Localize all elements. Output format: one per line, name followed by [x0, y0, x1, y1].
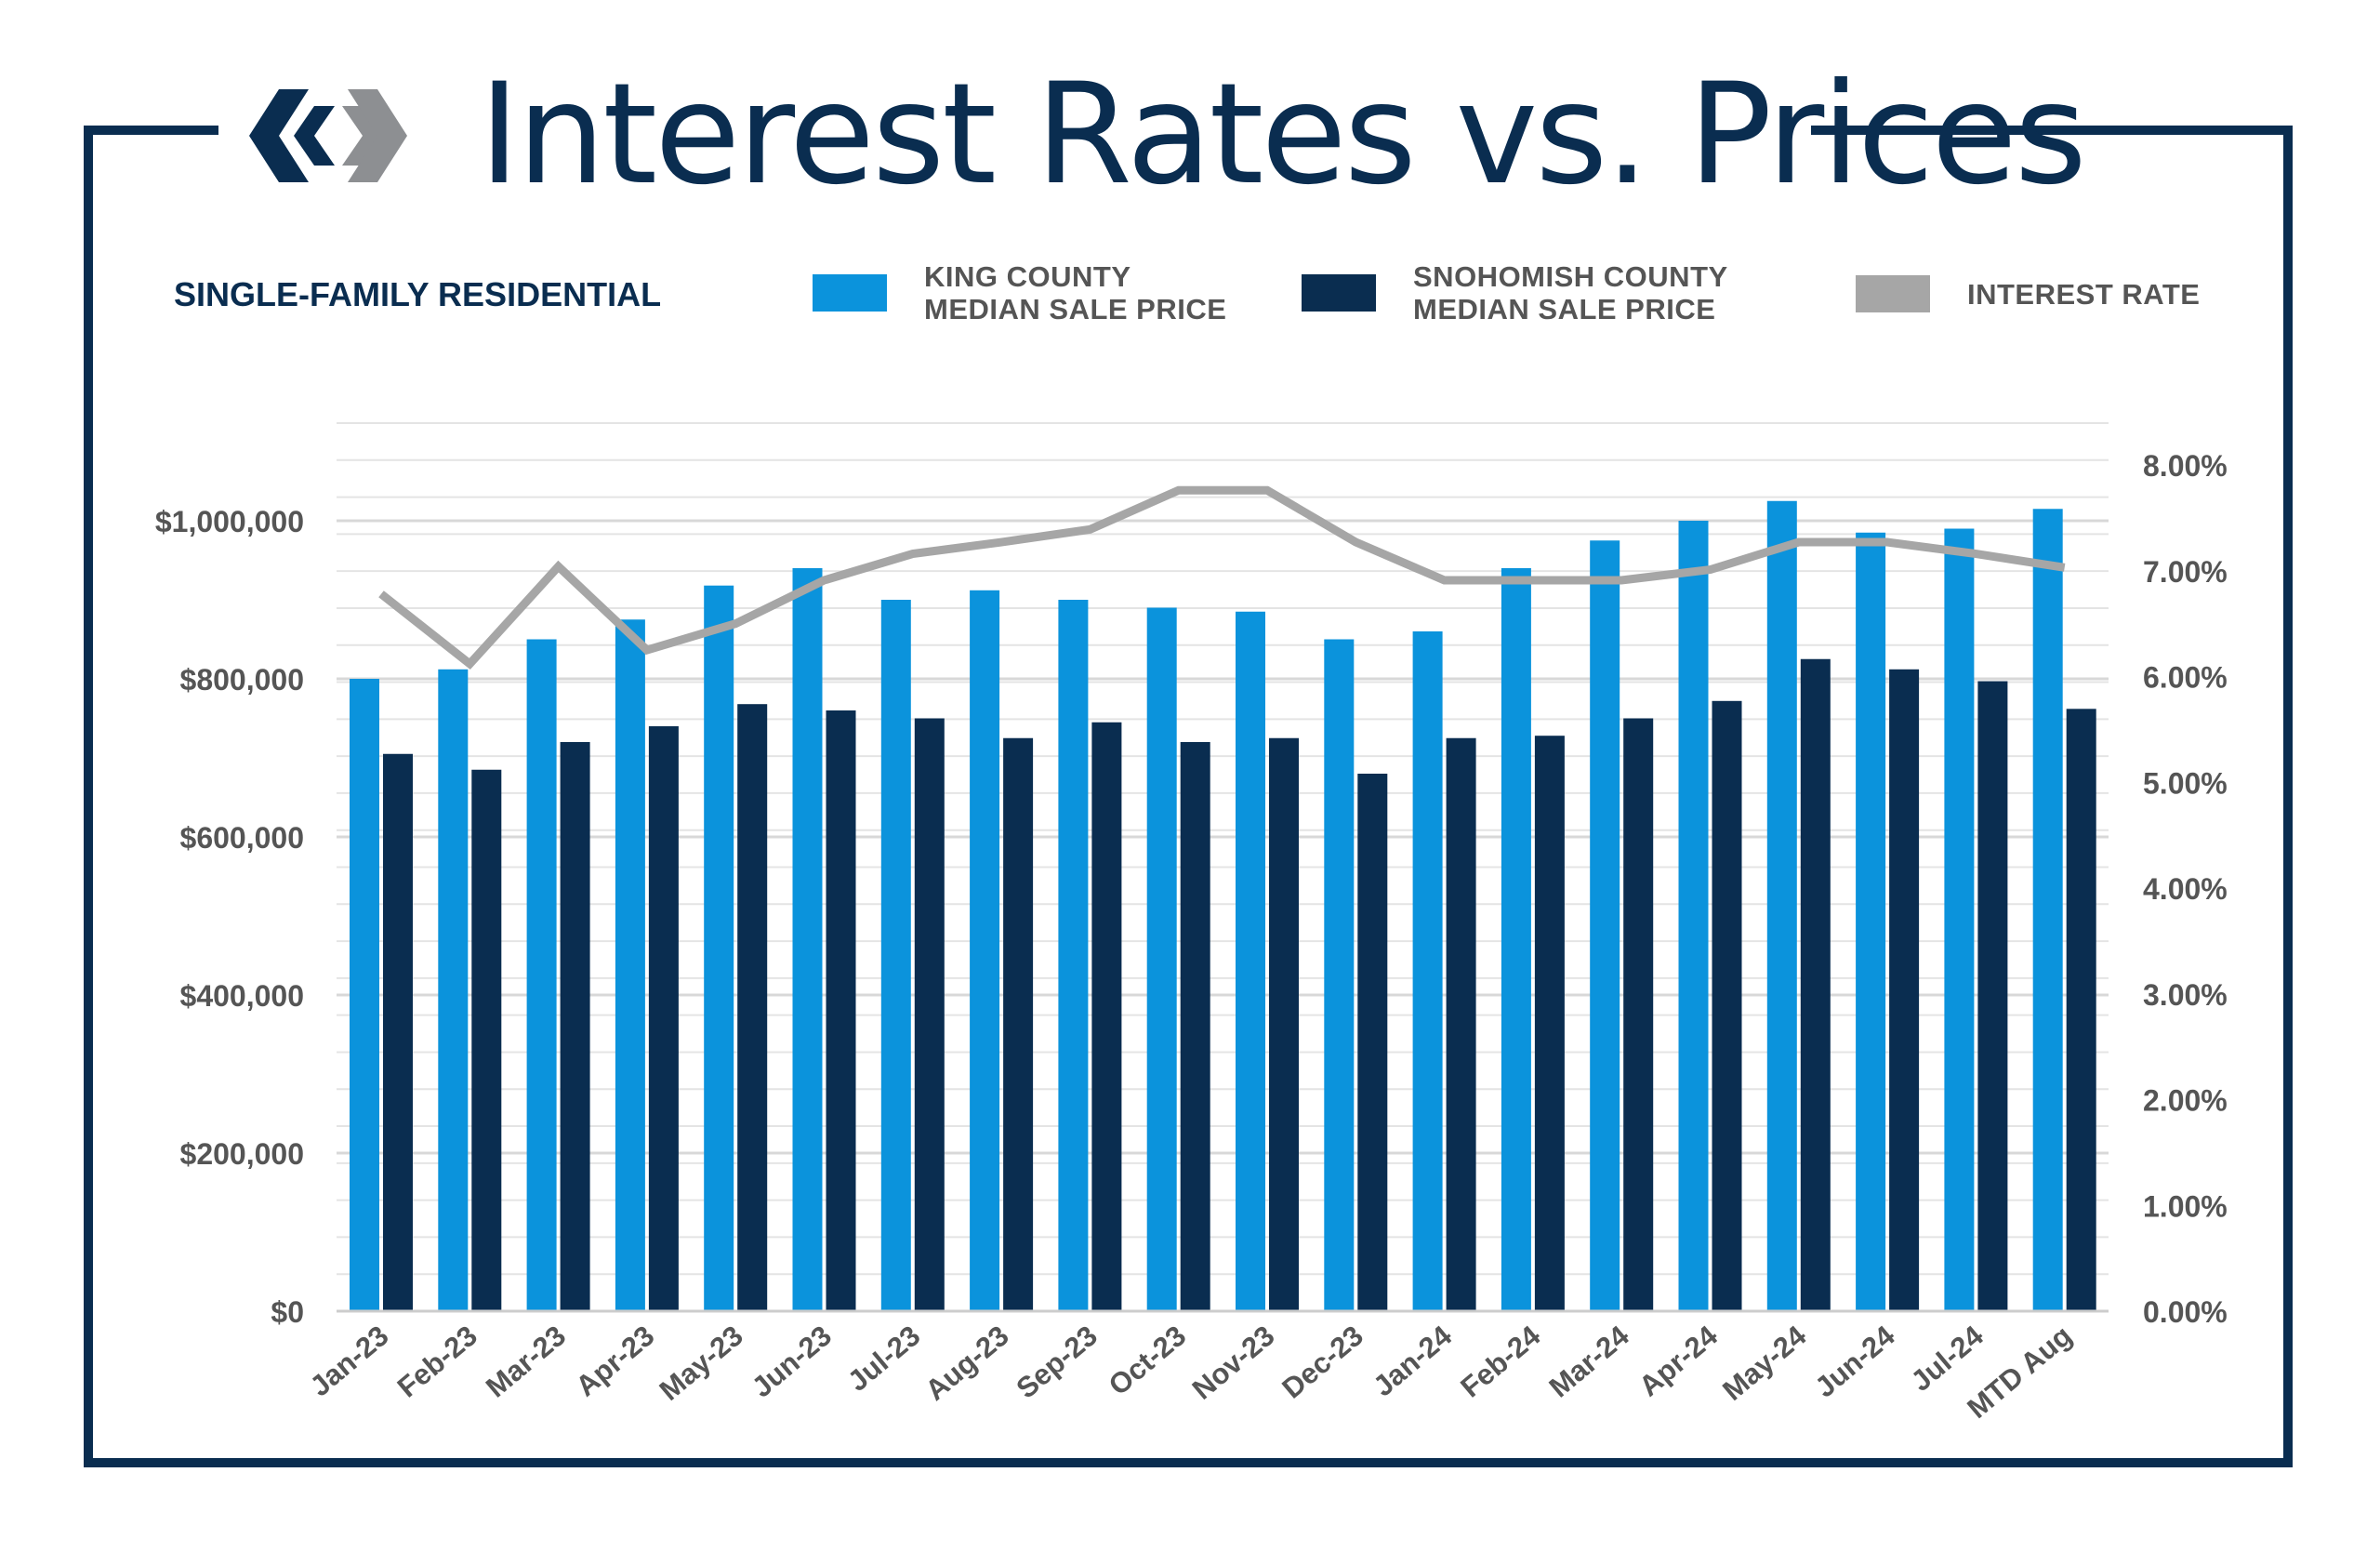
bar-king-county — [615, 619, 645, 1311]
bar-snohomish-county — [1446, 737, 1476, 1311]
interest-rate-line — [378, 485, 2066, 670]
bar-snohomish-county — [1180, 742, 1210, 1311]
bar-snohomish-county — [826, 710, 856, 1311]
y-left-tick-label: $0 — [271, 1295, 304, 1329]
y-right-tick-label: 4.00% — [2143, 872, 2228, 906]
bar-king-county — [526, 639, 557, 1311]
bar-king-county — [1678, 521, 1709, 1311]
bar-snohomish-county — [1623, 718, 1654, 1311]
bar-king-county — [350, 679, 379, 1311]
y-right-tick-label: 2.00% — [2143, 1084, 2228, 1118]
bar-king-county — [1856, 532, 1886, 1311]
y-right-tick-label: 6.00% — [2143, 661, 2228, 695]
bar-king-county — [792, 568, 823, 1311]
bar-king-county — [970, 590, 1000, 1311]
y-right-tick-label: 1.00% — [2143, 1189, 2228, 1223]
legend-swatch-interest — [1856, 275, 1930, 312]
page-title: Interest Rates vs. Prices — [479, 54, 2087, 216]
y-left-tick-label: $800,000 — [180, 663, 304, 696]
bar-snohomish-county — [1534, 736, 1565, 1311]
x-tick-label: Sep-23 — [1011, 1320, 1104, 1405]
bar-snohomish-county — [737, 704, 768, 1311]
y-left-tick-label: $400,000 — [180, 979, 304, 1013]
x-tick-label: Mar-23 — [480, 1320, 572, 1404]
bar-king-county — [1590, 540, 1620, 1311]
y-left-tick-label: $200,000 — [180, 1137, 304, 1171]
legend-label-interest: INTEREST RATE — [1967, 277, 2201, 311]
x-tick-label: Jul-23 — [841, 1320, 926, 1398]
x-tick-label: Mar-24 — [1543, 1319, 1636, 1404]
x-tick-label: Aug-23 — [919, 1320, 1015, 1407]
x-tick-label: Apr-24 — [1633, 1319, 1724, 1402]
bar-snohomish-county — [1889, 669, 1920, 1311]
bar-king-county — [438, 669, 469, 1311]
legend-swatch-snohomish — [1302, 274, 1376, 312]
bar-king-county — [1236, 611, 1265, 1311]
legend-label-snohomish: SNOHOMISH COUNTY MEDIAN SALE PRICE — [1413, 260, 1728, 325]
legend-item-king: KING COUNTY MEDIAN SALE PRICE — [813, 260, 1226, 325]
frame-top-right — [1811, 126, 2293, 135]
y-right-tick-label: 3.00% — [2143, 978, 2228, 1012]
bar-king-county — [1412, 631, 1443, 1311]
y-left-tick-label: $600,000 — [180, 821, 304, 855]
bar-snohomish-county — [1977, 681, 2008, 1311]
y-right-tick-label: 5.00% — [2143, 766, 2228, 800]
bar-snohomish-county — [1091, 722, 1122, 1311]
frame-bottom — [84, 1458, 2293, 1467]
chart-subtitle: SINGLE-FAMILY RESIDENTIAL — [174, 275, 662, 313]
frame-right — [2283, 126, 2293, 1467]
legend-swatch-king — [813, 274, 887, 312]
bar-snohomish-county — [383, 753, 413, 1311]
frame-left — [84, 126, 93, 1467]
y-right-tick-label: 7.00% — [2143, 555, 2228, 589]
legend-item-interest: INTEREST RATE — [1856, 275, 2201, 312]
bar-snohomish-county — [1712, 700, 1742, 1311]
bar-king-county — [1766, 500, 1797, 1311]
bar-king-county — [880, 600, 911, 1311]
brand-logo-icon — [249, 89, 407, 182]
bar-snohomish-county — [471, 769, 502, 1311]
bar-king-county — [1058, 600, 1089, 1311]
x-tick-label: May-24 — [1716, 1319, 1813, 1407]
x-tick-label: Feb-23 — [391, 1320, 483, 1404]
x-tick-label: Jan-23 — [304, 1320, 395, 1403]
y-left-tick-label: $1,000,000 — [155, 505, 304, 538]
x-tick-label: Apr-23 — [570, 1320, 661, 1403]
bar-king-county — [2032, 509, 2063, 1311]
x-tick-label: Dec-23 — [1276, 1320, 1368, 1405]
x-tick-label: Jun-24 — [1809, 1319, 1902, 1404]
bar-king-county — [704, 585, 734, 1311]
bar-snohomish-county — [560, 742, 590, 1311]
bar-snohomish-county — [1357, 774, 1388, 1311]
bar-snohomish-county — [648, 726, 679, 1311]
legend-label-king: KING COUNTY MEDIAN SALE PRICE — [924, 260, 1227, 325]
y-right-tick-label: 8.00% — [2143, 449, 2228, 483]
y-right-tick-label: 0.00% — [2143, 1295, 2228, 1329]
bar-snohomish-county — [1800, 658, 1831, 1311]
x-tick-label: Oct-23 — [1103, 1320, 1192, 1402]
bar-snohomish-county — [1269, 737, 1299, 1311]
bar-snohomish-county — [914, 718, 945, 1311]
legend-item-snohomish: SNOHOMISH COUNTY MEDIAN SALE PRICE — [1302, 260, 1728, 325]
bar-king-county — [1944, 528, 1975, 1311]
bar-king-county — [1501, 568, 1531, 1311]
bar-king-county — [1324, 639, 1355, 1311]
x-tick-label: Feb-24 — [1454, 1319, 1547, 1404]
x-tick-label: Nov-23 — [1186, 1320, 1281, 1406]
bar-snohomish-county — [2066, 709, 2096, 1311]
bar-king-county — [1146, 607, 1177, 1311]
x-tick-label: Jun-23 — [746, 1320, 838, 1404]
x-tick-label: May-23 — [654, 1320, 749, 1407]
bar-snohomish-county — [1003, 737, 1034, 1311]
x-tick-label: Jan-24 — [1367, 1319, 1458, 1402]
frame-top-left — [84, 126, 218, 135]
